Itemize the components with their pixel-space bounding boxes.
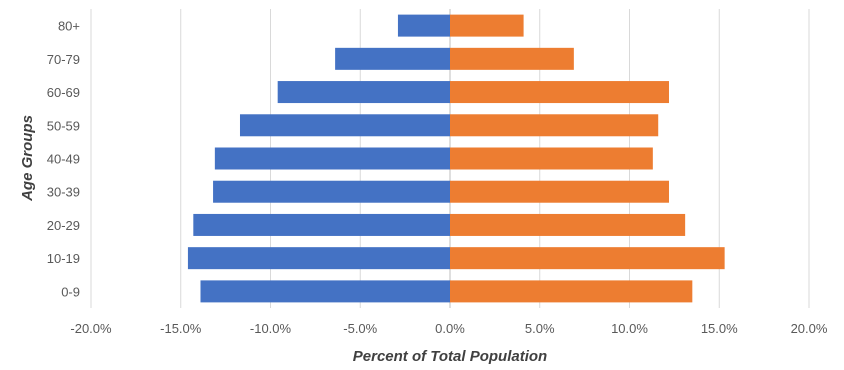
y-tick-label: 70-79 [47,52,80,67]
bar-right-series [450,280,693,303]
x-tick-label: -20.0% [70,321,112,336]
y-tick-label: 40-49 [47,152,80,167]
bar-left-series [397,14,450,37]
x-tick-label: -15.0% [160,321,202,336]
bar-right-series [450,114,659,137]
bar-right-series [450,180,669,203]
bar-right-series [450,81,669,104]
bar-left-series [277,81,450,104]
bar-right-series [450,14,524,37]
bar-left-series [335,47,450,70]
x-tick-label: 15.0% [701,321,738,336]
bar-right-series [450,213,686,236]
y-tick-label: 80+ [58,19,80,34]
x-tick-label: 5.0% [525,321,555,336]
x-tick-label: 20.0% [791,321,828,336]
x-tick-label: 10.0% [611,321,648,336]
bar-right-series [450,47,574,70]
y-axis-tick-labels: 80+ 70-79 60-69 50-59 40-49 30-39 20-29 10-19 0-… [47,19,80,300]
bar-left-series [213,180,450,203]
y-tick-label: 50-59 [47,118,80,133]
bar-left-series [239,114,450,137]
bar-left-series [214,147,450,170]
bar-left-series [200,280,450,303]
bar-left-series [187,247,450,270]
y-tick-label: 20-29 [47,218,80,233]
bar-left-series [193,213,450,236]
y-axis-title: Age Groups [19,115,36,202]
x-tick-label: -10.0% [250,321,292,336]
y-tick-label: 10-19 [47,251,80,266]
x-tick-label: 0.0% [435,321,465,336]
bar-right-series [450,147,653,170]
bars [187,14,725,303]
bar-right-series [450,247,725,270]
y-tick-label: 0-9 [61,284,80,299]
y-tick-label: 30-39 [47,185,80,200]
x-tick-label: -5.0% [343,321,377,336]
x-axis-title: Percent of Total Population [353,348,547,365]
x-axis-tick-labels: -20.0% -15.0% -10.0% -5.0% 0.0% 5.0% 10.0% 15.0… [70,321,827,336]
y-tick-label: 60-69 [47,85,80,100]
